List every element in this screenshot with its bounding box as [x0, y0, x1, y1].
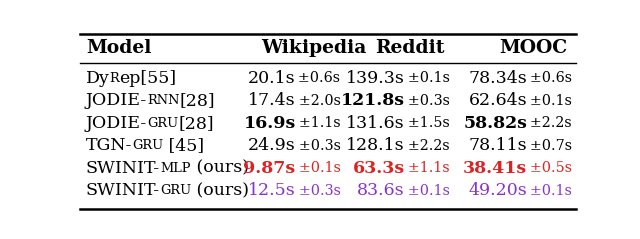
- Text: ±1.5s: ±1.5s: [404, 116, 449, 130]
- Text: ±2.0s: ±2.0s: [296, 94, 340, 108]
- Text: GRU: GRU: [160, 184, 191, 197]
- Text: ±0.3s: ±0.3s: [296, 139, 340, 153]
- Text: 38.41s: 38.41s: [463, 160, 527, 177]
- Text: 24.9s: 24.9s: [248, 137, 296, 154]
- Text: ±0.6s: ±0.6s: [527, 71, 572, 85]
- Text: 139.3s: 139.3s: [346, 70, 404, 87]
- Text: RNN: RNN: [147, 94, 180, 107]
- Text: ±0.7s: ±0.7s: [527, 139, 572, 153]
- Text: (ours): (ours): [191, 182, 249, 199]
- Text: R: R: [110, 72, 120, 85]
- Text: 63.3s: 63.3s: [353, 160, 405, 177]
- Text: 121.8s: 121.8s: [340, 92, 404, 109]
- Text: 131.6s: 131.6s: [346, 115, 404, 132]
- Text: ±0.3s: ±0.3s: [404, 94, 449, 108]
- Text: Wikipedia: Wikipedia: [261, 39, 366, 57]
- Text: ±0.1s: ±0.1s: [296, 161, 340, 175]
- Text: ±0.1s: ±0.1s: [404, 184, 449, 198]
- Text: 9.87s: 9.87s: [243, 160, 296, 177]
- Text: ±0.1s: ±0.1s: [527, 184, 572, 198]
- Text: 78.11s: 78.11s: [468, 137, 527, 154]
- Text: ±2.2s: ±2.2s: [527, 116, 572, 130]
- Text: Dy: Dy: [86, 70, 110, 87]
- Text: SWINIT-: SWINIT-: [86, 182, 160, 199]
- Text: 12.5s: 12.5s: [248, 182, 296, 199]
- Text: MOOC: MOOC: [499, 39, 567, 57]
- Text: ±0.1s: ±0.1s: [527, 94, 572, 108]
- Text: 62.64s: 62.64s: [468, 92, 527, 109]
- Text: SWINIT-: SWINIT-: [86, 160, 160, 177]
- Text: ±0.1s: ±0.1s: [404, 71, 449, 85]
- Text: ±0.3s: ±0.3s: [296, 184, 340, 198]
- Text: [28]: [28]: [180, 92, 215, 109]
- Text: 58.82s: 58.82s: [463, 115, 527, 132]
- Text: 78.34s: 78.34s: [468, 70, 527, 87]
- Text: ±1.1s: ±1.1s: [405, 161, 449, 175]
- Text: [28]: [28]: [179, 115, 214, 132]
- Text: ±1.1s: ±1.1s: [296, 116, 340, 130]
- Text: GRU: GRU: [147, 117, 179, 130]
- Text: 49.20s: 49.20s: [468, 182, 527, 199]
- Text: ±0.6s: ±0.6s: [296, 71, 340, 85]
- Text: GRU: GRU: [132, 139, 163, 152]
- Text: Reddit: Reddit: [375, 39, 445, 57]
- Text: 83.6s: 83.6s: [357, 182, 404, 199]
- Text: ±2.2s: ±2.2s: [405, 139, 449, 153]
- Text: (ours): (ours): [191, 160, 248, 177]
- Text: TGN-: TGN-: [86, 137, 132, 154]
- Text: Model: Model: [86, 39, 151, 57]
- Text: 17.4s: 17.4s: [248, 92, 296, 109]
- Text: 128.1s: 128.1s: [346, 137, 405, 154]
- Text: ep[55]: ep[55]: [120, 70, 177, 87]
- Text: MLP: MLP: [160, 162, 191, 175]
- Text: 20.1s: 20.1s: [248, 70, 296, 87]
- Text: ±0.5s: ±0.5s: [527, 161, 572, 175]
- Text: [45]: [45]: [163, 137, 205, 154]
- Text: 16.9s: 16.9s: [244, 115, 296, 132]
- Text: JODIE-: JODIE-: [86, 115, 147, 132]
- Text: JODIE-: JODIE-: [86, 92, 147, 109]
